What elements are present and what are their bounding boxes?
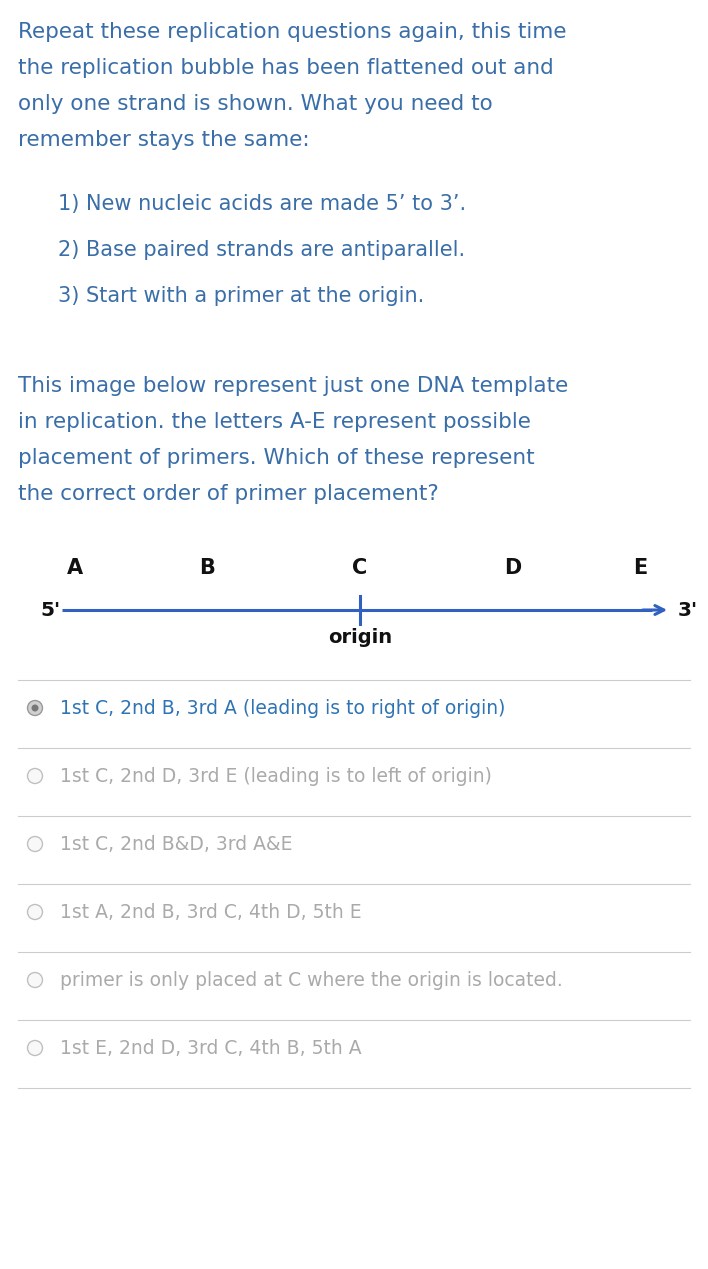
Text: 3) Start with a primer at the origin.: 3) Start with a primer at the origin. — [58, 286, 424, 306]
Text: C: C — [353, 558, 367, 577]
Text: 3': 3' — [678, 600, 698, 619]
Circle shape — [28, 836, 42, 851]
Text: 1st A, 2nd B, 3rd C, 4th D, 5th E: 1st A, 2nd B, 3rd C, 4th D, 5th E — [60, 902, 362, 921]
Text: Repeat these replication questions again, this time: Repeat these replication questions again… — [18, 22, 566, 42]
Circle shape — [31, 704, 38, 712]
Circle shape — [28, 700, 42, 716]
Text: B: B — [200, 558, 215, 577]
Text: A: A — [67, 558, 83, 577]
Text: in replication. the letters A-E represent possible: in replication. the letters A-E represen… — [18, 412, 531, 431]
Text: 1st E, 2nd D, 3rd C, 4th B, 5th A: 1st E, 2nd D, 3rd C, 4th B, 5th A — [60, 1038, 362, 1057]
Text: the replication bubble has been flattened out and: the replication bubble has been flattene… — [18, 58, 554, 77]
Text: 1) New nucleic acids are made 5’ to 3’.: 1) New nucleic acids are made 5’ to 3’. — [58, 194, 466, 214]
Circle shape — [28, 769, 42, 783]
Circle shape — [28, 905, 42, 920]
Text: 2) Base paired strands are antiparallel.: 2) Base paired strands are antiparallel. — [58, 240, 465, 260]
Text: This image below represent just one DNA template: This image below represent just one DNA … — [18, 376, 569, 396]
Circle shape — [28, 972, 42, 987]
Text: placement of primers. Which of these represent: placement of primers. Which of these rep… — [18, 448, 535, 468]
Text: 1st C, 2nd B, 3rd A (leading is to right of origin): 1st C, 2nd B, 3rd A (leading is to right… — [60, 698, 506, 717]
Text: remember stays the same:: remember stays the same: — [18, 129, 309, 150]
Text: E: E — [633, 558, 647, 577]
Text: D: D — [504, 558, 521, 577]
Text: origin: origin — [328, 628, 392, 647]
Circle shape — [28, 1041, 42, 1056]
Text: the correct order of primer placement?: the correct order of primer placement? — [18, 483, 439, 504]
Text: primer is only placed at C where the origin is located.: primer is only placed at C where the ori… — [60, 971, 563, 990]
Text: 1st C, 2nd B&D, 3rd A&E: 1st C, 2nd B&D, 3rd A&E — [60, 835, 292, 854]
Text: only one strand is shown. What you need to: only one strand is shown. What you need … — [18, 94, 493, 114]
Text: 5': 5' — [40, 600, 60, 619]
Text: 1st C, 2nd D, 3rd E (leading is to left of origin): 1st C, 2nd D, 3rd E (leading is to left … — [60, 766, 492, 786]
